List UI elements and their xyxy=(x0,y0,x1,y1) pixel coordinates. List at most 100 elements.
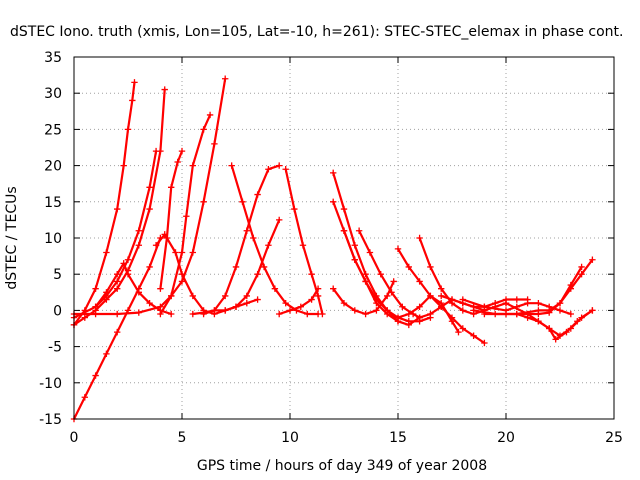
y-tick-label-0: -15 xyxy=(39,412,62,428)
series-18-point-6 xyxy=(390,278,397,285)
series-19-point-2 xyxy=(416,278,423,285)
series-19-point-8 xyxy=(481,339,488,347)
series-0-point-3 xyxy=(103,249,110,256)
series-18-point-1 xyxy=(340,299,348,307)
series-24-point-8 xyxy=(567,310,574,318)
series-28-point-5 xyxy=(567,325,574,332)
y-tick-label-3: 0 xyxy=(53,303,62,319)
series-12-point-5 xyxy=(319,310,326,318)
series-4-point-2 xyxy=(114,271,121,278)
series-25-point-0 xyxy=(470,307,477,314)
series-5 xyxy=(70,75,229,318)
series-5-point-2 xyxy=(114,310,121,318)
series-26-point-6 xyxy=(567,281,574,289)
axis-ticks xyxy=(73,56,615,420)
series-10-point-7 xyxy=(276,162,283,169)
series-4-point-4 xyxy=(124,271,132,278)
series-10 xyxy=(200,162,283,318)
series-8-point-10 xyxy=(254,296,261,303)
series-27-point-0 xyxy=(502,299,510,307)
series-23-point-7 xyxy=(513,296,520,303)
series-2-point-7 xyxy=(146,205,153,213)
series-3-point-6 xyxy=(146,184,153,191)
series-5-point-3 xyxy=(135,309,142,316)
series-17-point-0 xyxy=(355,227,363,234)
series-9-point-6 xyxy=(254,271,261,278)
series-18-point-4 xyxy=(373,307,380,314)
series-20-point-4 xyxy=(459,307,466,314)
series-12-line xyxy=(284,168,324,316)
series-10-line xyxy=(202,164,281,316)
series-12-point-2 xyxy=(299,242,307,249)
series-5-point-1 xyxy=(92,310,99,318)
series-22-point-2 xyxy=(438,303,445,310)
series-4-point-8 xyxy=(168,310,175,318)
series-16-point-1 xyxy=(351,256,358,263)
series-5-point-8 xyxy=(200,198,207,205)
series-0-point-8 xyxy=(131,79,138,86)
series-11 xyxy=(228,162,322,318)
series-26-point-7 xyxy=(578,263,585,271)
series-11-point-0 xyxy=(228,162,235,169)
series-2-point-9 xyxy=(161,86,168,93)
series-2 xyxy=(70,86,168,329)
series-27-point-4 xyxy=(552,336,559,343)
series-25-line xyxy=(472,258,594,316)
series-10-point-3 xyxy=(232,263,240,271)
series-3-point-5 xyxy=(135,227,142,234)
series-20-point-0 xyxy=(416,234,423,242)
series-9-point-5 xyxy=(243,292,250,300)
series-0-point-5 xyxy=(120,162,127,169)
series-26-point-4 xyxy=(546,309,553,316)
series-6-point-6 xyxy=(206,111,214,119)
series-1-point-4 xyxy=(114,328,121,336)
series-9-point-3 xyxy=(222,307,229,314)
series-6 xyxy=(157,111,214,318)
series-22-point-1 xyxy=(427,310,434,318)
series-23-point-0 xyxy=(438,292,445,300)
series-2-line xyxy=(72,88,166,326)
series-0-point-7 xyxy=(129,97,136,104)
y-tick-label-2: -5 xyxy=(48,340,62,356)
series-8-point-1 xyxy=(161,231,168,238)
x-tick-label-0: 0 xyxy=(70,430,79,446)
series-18 xyxy=(330,278,397,318)
x-axis-label: GPS time / hours of day 349 of year 2008 xyxy=(197,458,487,474)
series-9-point-4 xyxy=(232,303,240,310)
series-25-point-8 xyxy=(589,256,596,263)
series-16-point-6 xyxy=(405,318,412,325)
series-9-point-8 xyxy=(276,216,283,224)
series-8-point-4 xyxy=(189,292,196,300)
series-16-point-4 xyxy=(384,307,391,314)
series-13-point-3 xyxy=(308,296,315,303)
series-21-point-6 xyxy=(455,328,462,336)
y-tick-label-8: 25 xyxy=(44,122,62,138)
series-22-point-0 xyxy=(416,314,423,321)
series-4-point-0 xyxy=(92,303,99,310)
series-23-point-1 xyxy=(448,296,456,303)
series-12 xyxy=(282,166,326,318)
y-tick-label-4: 5 xyxy=(53,267,62,283)
series-13-point-4 xyxy=(314,285,322,292)
series-19-point-6 xyxy=(459,325,466,332)
series-26 xyxy=(481,263,585,318)
y-tick-label-5: 10 xyxy=(44,231,62,247)
series-28-point-7 xyxy=(589,307,596,314)
series-26-point-1 xyxy=(502,310,510,318)
series-11-point-2 xyxy=(250,234,257,242)
series-13 xyxy=(276,285,322,318)
series-16 xyxy=(340,227,434,325)
series-13-point-0 xyxy=(276,310,283,318)
series-10-point-1 xyxy=(211,307,218,314)
series-5-point-10 xyxy=(222,75,229,82)
x-axis-tick-labels: 0 5 10 15 20 25 xyxy=(70,430,623,446)
series-11-point-3 xyxy=(260,263,268,271)
series-6-point-5 xyxy=(200,126,207,133)
series-0-line xyxy=(72,81,136,326)
x-tick-label-2: 10 xyxy=(281,430,299,446)
series-4-point-5 xyxy=(135,289,142,296)
series-21-point-5 xyxy=(448,318,456,325)
series-6-point-2 xyxy=(178,249,186,256)
series-7-point-0 xyxy=(157,285,164,292)
series-10-point-6 xyxy=(265,166,272,173)
